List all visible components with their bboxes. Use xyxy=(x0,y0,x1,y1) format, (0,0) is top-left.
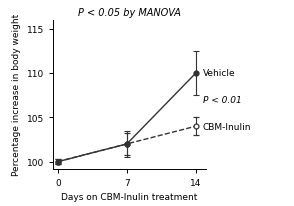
X-axis label: Days on CBM-Inulin treatment: Days on CBM-Inulin treatment xyxy=(61,192,198,201)
Text: P < 0.05 by MANOVA: P < 0.05 by MANOVA xyxy=(78,8,181,18)
Text: CBM-Inulin: CBM-Inulin xyxy=(203,122,251,131)
Text: Vehicle: Vehicle xyxy=(203,69,235,78)
Y-axis label: Percentage increase in body weight: Percentage increase in body weight xyxy=(12,14,21,176)
Text: P < 0.01: P < 0.01 xyxy=(203,96,242,104)
